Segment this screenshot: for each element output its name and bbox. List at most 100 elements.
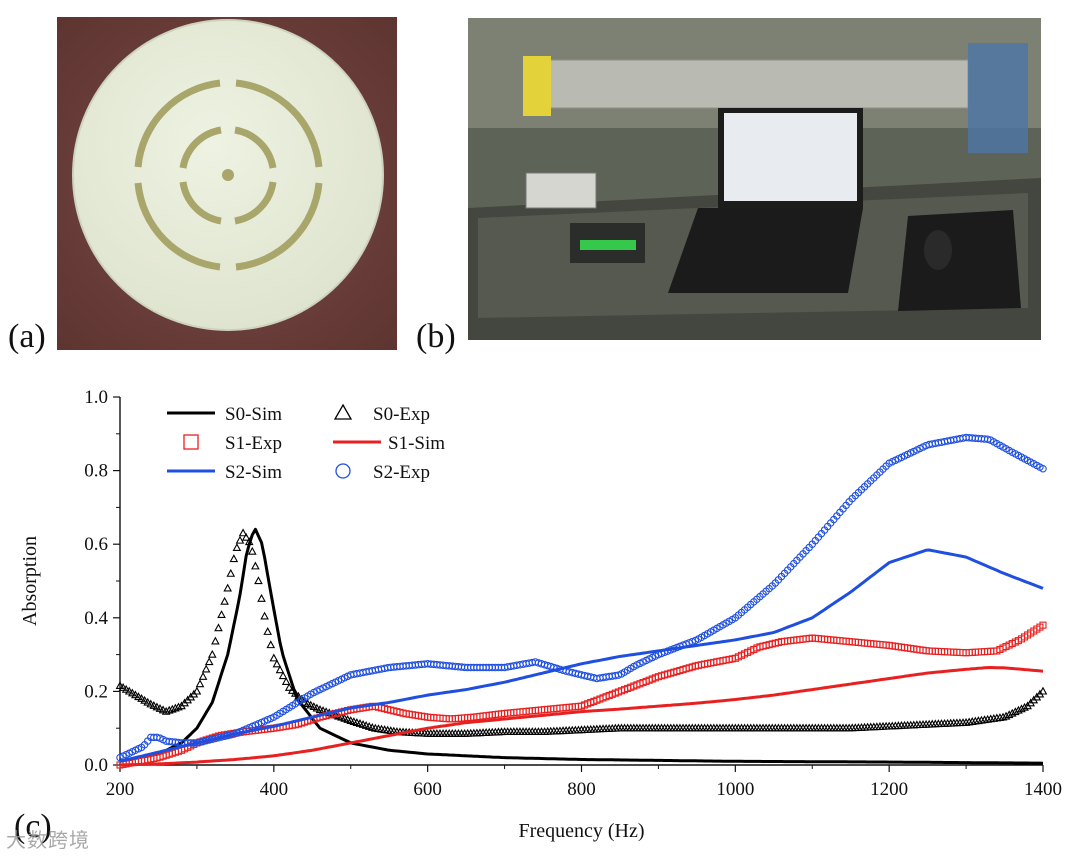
panel-label-a: (a) [8, 318, 46, 355]
legend-label: S1-Sim [388, 433, 445, 454]
data-point [124, 686, 134, 695]
y-tick-label: 0.4 [84, 608, 108, 629]
data-point [1020, 702, 1029, 711]
data-point [263, 627, 273, 635]
data-point [1001, 711, 1011, 720]
data-point [115, 681, 125, 690]
data-point [254, 576, 263, 585]
watermark-text: 大数跨境 [6, 828, 90, 852]
legend-label: S0-Sim [225, 404, 282, 425]
series-line [119, 666, 1044, 767]
legend-entry-s0-exp: S0-Exp [333, 403, 430, 425]
data-point [278, 671, 288, 680]
x-tick-label: 1000 [716, 779, 754, 800]
data-point [230, 730, 238, 738]
data-point [161, 706, 171, 715]
legend-entry-s2-exp: S2-Exp [335, 462, 430, 483]
data-point [284, 682, 294, 691]
x-tick-label: 1400 [1024, 779, 1062, 800]
data-point [272, 659, 282, 668]
data-point [121, 684, 131, 693]
data-point [247, 546, 257, 555]
legend-entry-s2-sim: S2-Sim [167, 462, 282, 483]
data-point [998, 712, 1008, 721]
series-s2-exp [116, 433, 1047, 762]
photo-sample-disk [57, 17, 397, 350]
data-point [266, 640, 276, 649]
data-point [211, 636, 220, 645]
data-point [1017, 704, 1026, 713]
data-point [204, 657, 214, 666]
data-point [167, 704, 177, 713]
chart-axes: 200 400 600 800 1000 1200 1400 0.0 0.2 0.4 0.6 0.8 1… [84, 387, 1062, 800]
data-point [269, 653, 279, 662]
y-tick-label: 0.8 [84, 461, 108, 482]
data-point [220, 596, 229, 605]
data-point [983, 435, 992, 443]
x-tick-label: 400 [260, 779, 289, 800]
data-point [260, 611, 269, 620]
data-point [164, 705, 174, 714]
y-tick-label: 0.0 [84, 755, 108, 776]
data-point [137, 694, 146, 702]
data-point [195, 679, 205, 688]
data-point [223, 583, 233, 592]
data-point [1014, 705, 1023, 714]
data-point [198, 671, 208, 680]
y-tick-label: 0.2 [84, 681, 108, 702]
data-point [281, 677, 291, 685]
series-s0-sim [119, 527, 1044, 765]
data-point [1007, 708, 1017, 717]
legend-swatch [335, 463, 351, 479]
legend-label: S2-Sim [225, 462, 282, 483]
data-point [214, 623, 223, 632]
x-tick-label: 600 [413, 779, 442, 800]
series-line [119, 548, 1044, 763]
data-point [171, 703, 180, 712]
legend-label: S2-Exp [373, 462, 430, 483]
data-point [192, 686, 202, 695]
data-point [287, 685, 297, 694]
data-point [207, 649, 217, 658]
legend-swatch [183, 434, 199, 450]
x-axis-title: Frequency (Hz) [518, 820, 644, 842]
data-point [291, 688, 300, 697]
data-point [1004, 710, 1014, 719]
data-point [127, 688, 137, 697]
legend-label: S1-Exp [225, 433, 282, 454]
x-tick-label: 1200 [870, 779, 908, 800]
data-point [140, 695, 149, 704]
series-s1-exp [116, 621, 1047, 769]
data-point [241, 532, 251, 541]
data-point [1039, 621, 1047, 629]
legend-entry-s0-sim: S0-Sim [167, 404, 282, 425]
data-point [275, 665, 285, 674]
data-point [226, 568, 236, 577]
series-s1-sim [119, 666, 1044, 767]
series-line [119, 527, 1044, 765]
series-s2-sim [119, 548, 1044, 763]
data-point [251, 561, 260, 570]
data-point [238, 528, 248, 537]
x-tick-label: 200 [106, 779, 135, 800]
data-point [134, 692, 143, 701]
legend-label: S0-Exp [373, 404, 430, 425]
data-point [118, 682, 128, 691]
chart-series-layer [115, 433, 1048, 769]
data-point [244, 537, 254, 546]
data-point [232, 543, 242, 552]
x-tick-label: 800 [567, 779, 596, 800]
data-point [257, 593, 266, 602]
legend-entry-s1-exp: S1-Exp [183, 433, 282, 454]
chart-legend: S0-Sim S0-Exp S1-Exp S1-Sim S2-Sim S2-Exp [167, 403, 445, 483]
photo-lab-setup [468, 18, 1041, 340]
legend-swatch [333, 403, 353, 420]
data-point [1039, 465, 1047, 473]
data-point [174, 702, 183, 711]
data-point [143, 697, 153, 706]
data-point [131, 690, 140, 699]
panel-label-c: (c) [14, 808, 52, 845]
series-s0-exp [115, 528, 1048, 737]
y-tick-label: 1.0 [84, 387, 108, 408]
y-axis-title: Absorption [19, 536, 41, 626]
